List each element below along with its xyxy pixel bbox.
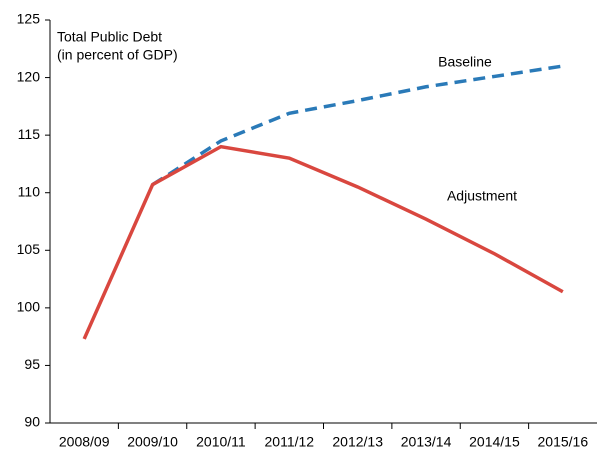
y-tick-label: 125 [17,11,41,27]
x-tick-label: 2010/11 [196,434,246,450]
y-tick-label: 115 [18,126,41,142]
y-tick-label: 110 [18,183,41,199]
x-tick-label: 2009/10 [127,434,178,450]
series-label: Adjustment [447,188,517,204]
chart-subtitle: (in percent of GDP) [57,47,178,63]
chart-title: Total Public Debt [57,29,162,45]
y-tick-label: 120 [17,68,41,84]
series-label: Baseline [438,54,492,70]
x-tick-label: 2015/16 [538,434,589,450]
x-tick-label: 2008/09 [59,434,110,450]
x-tick-label: 2014/15 [469,434,520,450]
y-tick-label: 90 [24,414,40,430]
y-tick-label: 100 [17,299,41,315]
x-tick-label: 2012/13 [332,434,383,450]
y-tick-label: 105 [17,241,41,257]
series-line [151,64,564,187]
x-tick-label: 2011/12 [265,434,315,450]
series-line [82,144,564,340]
x-tick-label: 2013/14 [401,434,452,450]
y-tick-label: 95 [24,356,40,372]
